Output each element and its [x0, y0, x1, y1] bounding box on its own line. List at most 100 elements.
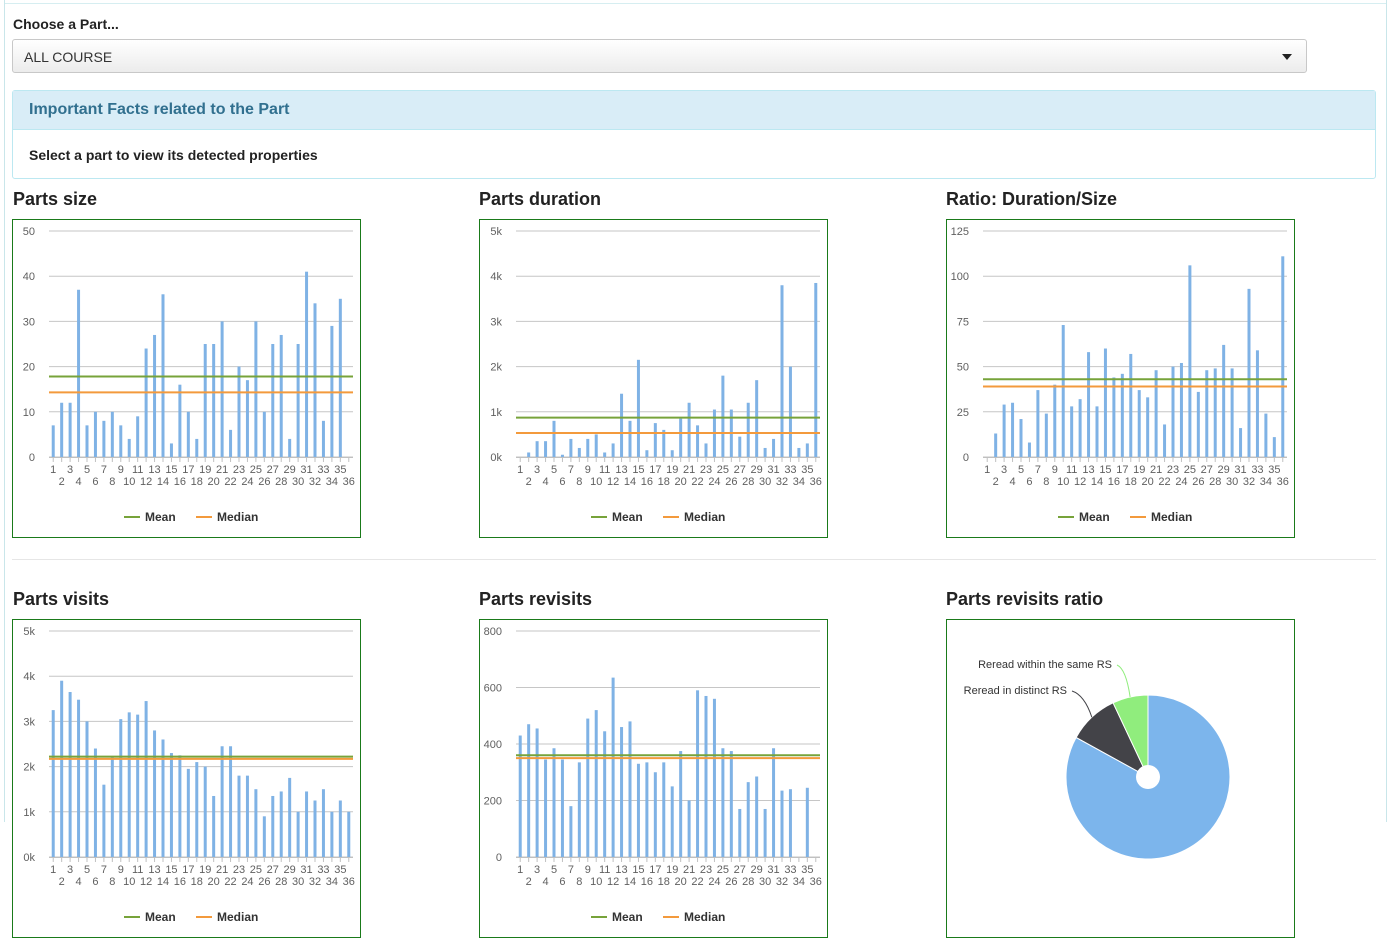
x-tick-label: 26: [725, 876, 737, 888]
bar: [136, 416, 140, 457]
x-tick-label: 13: [615, 464, 627, 476]
x-tick-label: 21: [683, 864, 695, 876]
x-tick-label: 7: [101, 864, 107, 876]
x-tick-label: 26: [725, 476, 737, 488]
x-tick-label: 16: [174, 476, 186, 488]
bar: [186, 768, 190, 857]
part-selector-dropdown[interactable]: ALL COURSE: [12, 39, 1307, 73]
bar: [93, 411, 97, 457]
x-tick-label: 6: [1026, 476, 1032, 488]
y-tick-label: 3k: [23, 716, 35, 728]
bar: [169, 753, 173, 857]
bar: [738, 808, 742, 857]
bar: [1222, 344, 1226, 457]
y-tick-label: 3k: [490, 316, 502, 328]
bar: [1230, 368, 1234, 457]
x-tick-label: 33: [784, 464, 796, 476]
x-tick-label: 34: [793, 476, 805, 488]
bar: [704, 443, 708, 457]
x-tick-label: 8: [576, 476, 582, 488]
bar: [338, 800, 342, 857]
bar: [772, 438, 776, 457]
x-tick-label: 32: [776, 876, 788, 888]
x-tick-label: 9: [585, 464, 591, 476]
x-tick-label: 13: [148, 464, 160, 476]
x-tick-label: 14: [624, 476, 636, 488]
chart-parts-revisits-ratio: Reread in distinct RS Reread within the s…: [946, 619, 1295, 938]
x-tick-label: 17: [182, 864, 194, 876]
bar: [51, 710, 55, 857]
bar: [1044, 413, 1048, 457]
bar: [1112, 377, 1116, 457]
x-tick-label: 14: [624, 876, 636, 888]
bar: [279, 791, 283, 857]
x-tick-label: 19: [1133, 464, 1145, 476]
x-tick-label: 17: [182, 464, 194, 476]
x-tick-label: 32: [309, 876, 321, 888]
x-tick-label: 21: [1150, 464, 1162, 476]
chart-ratio-duration-size: 0 25 50 75 100 125 1 2 3 4 5 6 7 8 9 10 11 12 13 14 15 16 17 18…: [946, 219, 1295, 538]
x-tick-label: 10: [590, 476, 602, 488]
bar: [77, 699, 81, 857]
bar: [77, 289, 81, 457]
bar: [212, 344, 216, 457]
bar: [338, 298, 342, 457]
bar: [994, 433, 998, 457]
x-tick-label: 11: [1066, 464, 1077, 476]
x-tick-label: 5: [84, 864, 90, 876]
bar: [780, 790, 784, 857]
bar: [805, 443, 809, 457]
bar: [220, 321, 224, 457]
x-tick-label: 28: [1209, 476, 1221, 488]
chart-title-parts-revisits: Parts revisits: [479, 589, 593, 609]
x-tick-label: 20: [675, 476, 687, 488]
x-tick-label: 31: [767, 864, 779, 876]
bar: [1053, 384, 1057, 457]
y-tick-label: 0k: [23, 852, 35, 864]
x-tick-label: 23: [233, 464, 245, 476]
chart-parts-visits: 0k 1k 2k 3k 4k 5k 1 2 3 4 5 6 7 8 9 10 11 12 13 14 15 16 17 18 1…: [12, 619, 361, 938]
x-tick-label: 27: [267, 464, 279, 476]
x-tick-label: 9: [1052, 464, 1058, 476]
x-tick-label: 2: [59, 876, 65, 888]
y-tick-label: 0: [496, 852, 502, 864]
x-tick-label: 10: [123, 876, 135, 888]
bar: [1019, 419, 1023, 457]
bar: [687, 800, 691, 857]
bar: [229, 746, 233, 857]
x-tick-label: 12: [607, 476, 619, 488]
x-tick-label: 31: [767, 464, 779, 476]
bar: [237, 775, 241, 857]
bar: [1239, 428, 1243, 457]
x-tick-label: 23: [1167, 464, 1179, 476]
bar: [313, 800, 317, 857]
bar: [1120, 373, 1124, 457]
bar: [755, 776, 759, 857]
bar: [1103, 348, 1107, 457]
caret-down-icon: [1282, 54, 1292, 60]
bar: [313, 303, 317, 457]
bar: [305, 271, 309, 457]
x-tick-label: 35: [334, 864, 346, 876]
x-tick-label: 13: [148, 864, 160, 876]
bar: [85, 425, 89, 457]
bar: [85, 721, 89, 857]
x-tick-label: 25: [250, 464, 262, 476]
x-tick-label: 18: [191, 476, 203, 488]
x-tick-label: 26: [1192, 476, 1204, 488]
bar: [729, 751, 733, 857]
legend-mean-label: Mean: [1079, 510, 1110, 524]
facts-panel-heading: Important Facts related to the Part: [13, 91, 1375, 130]
legend-median-label: Median: [684, 910, 725, 924]
x-tick-label: 25: [717, 864, 729, 876]
chart-ratio-svg: 0255075100125123456789101112131415161718…: [951, 226, 1289, 524]
x-tick-label: 3: [67, 864, 73, 876]
bar: [518, 735, 522, 857]
bar: [527, 724, 531, 857]
x-tick-label: 30: [1226, 476, 1238, 488]
bar: [144, 701, 148, 857]
x-tick-label: 2: [526, 876, 532, 888]
x-tick-label: 5: [1018, 464, 1024, 476]
chart-title-revisits-ratio: Parts revisits ratio: [946, 589, 1104, 609]
bar: [763, 808, 767, 857]
